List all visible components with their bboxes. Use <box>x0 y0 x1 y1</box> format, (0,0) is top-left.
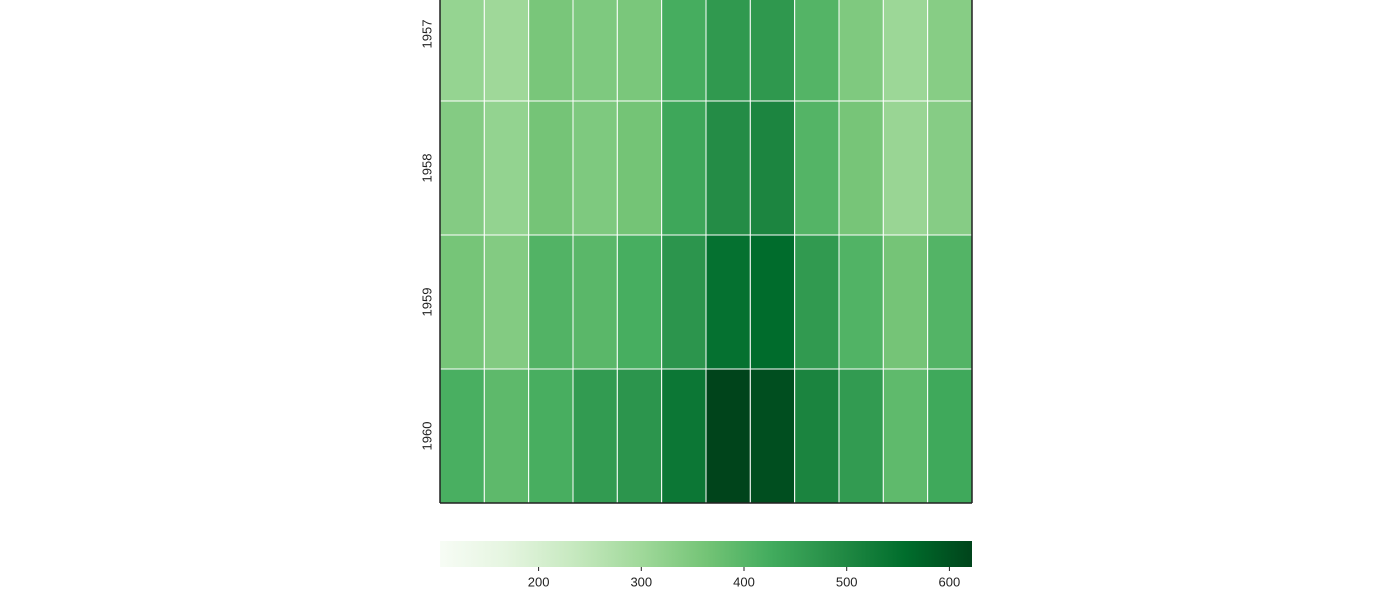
heatmap-cell <box>749 0 796 102</box>
heatmap-cell <box>572 234 618 370</box>
heatmap-cell <box>882 234 929 370</box>
heatmap-cell <box>838 234 884 370</box>
heatmap-cell <box>572 0 618 102</box>
heatmap-cell <box>705 234 751 370</box>
heatmap-cell <box>705 100 751 236</box>
heatmap-cell <box>927 234 973 370</box>
colorbar <box>440 541 972 567</box>
heatmap-cell <box>794 234 840 370</box>
heatmap-cell <box>882 100 929 236</box>
heatmap-cell <box>528 368 574 504</box>
heatmap-cell <box>483 234 530 370</box>
heatmap-cell <box>439 368 485 504</box>
y-tick-label: 1957 <box>419 20 434 49</box>
colorbar-tick-label: 200 <box>528 574 550 589</box>
heatmap-cell <box>661 234 707 370</box>
heatmap-cell <box>661 100 707 236</box>
heatmap-cell <box>838 0 884 102</box>
heatmap-cell <box>794 0 840 102</box>
heatmap-cell <box>882 368 929 504</box>
heatmap-cell <box>927 0 973 102</box>
heatmap-cell <box>661 0 707 102</box>
heatmap-cell <box>749 368 796 504</box>
colorbar-tick-label: 600 <box>939 574 961 589</box>
heatmap-cell <box>528 100 574 236</box>
heatmap-cell <box>616 234 663 370</box>
heatmap-cell <box>483 0 530 102</box>
colorbar-tick-label: 300 <box>630 574 652 589</box>
heatmap-cell <box>483 100 530 236</box>
colorbar-tick-label: 500 <box>836 574 858 589</box>
heatmap-cell <box>705 0 751 102</box>
heatmap-cell <box>838 100 884 236</box>
heatmap-cell <box>483 368 530 504</box>
heatmap-cell <box>528 0 574 102</box>
heatmap-cell <box>439 100 485 236</box>
heatmap-cell <box>838 368 884 504</box>
heatmap-cell <box>882 0 929 102</box>
heatmap-cell <box>705 368 751 504</box>
heatmap-cell <box>749 234 796 370</box>
y-tick-label: 1958 <box>419 154 434 183</box>
heatmap-cell <box>616 368 663 504</box>
heatmap-cell <box>794 100 840 236</box>
heatmap-cell <box>572 368 618 504</box>
heatmap-cell <box>616 0 663 102</box>
heatmap-cell <box>927 368 973 504</box>
heatmap-cell <box>572 100 618 236</box>
y-tick-label: 1960 <box>419 422 434 451</box>
heatmap-cell <box>616 100 663 236</box>
heatmap-cell <box>439 234 485 370</box>
heatmap-cell <box>661 368 707 504</box>
heatmap-cell <box>439 0 485 102</box>
heatmap-cell <box>749 100 796 236</box>
heatmap-cell <box>794 368 840 504</box>
heatmap-cell <box>927 100 973 236</box>
heatmap-cell <box>528 234 574 370</box>
y-tick-label: 1959 <box>419 288 434 317</box>
colorbar-tick-label: 400 <box>733 574 755 589</box>
